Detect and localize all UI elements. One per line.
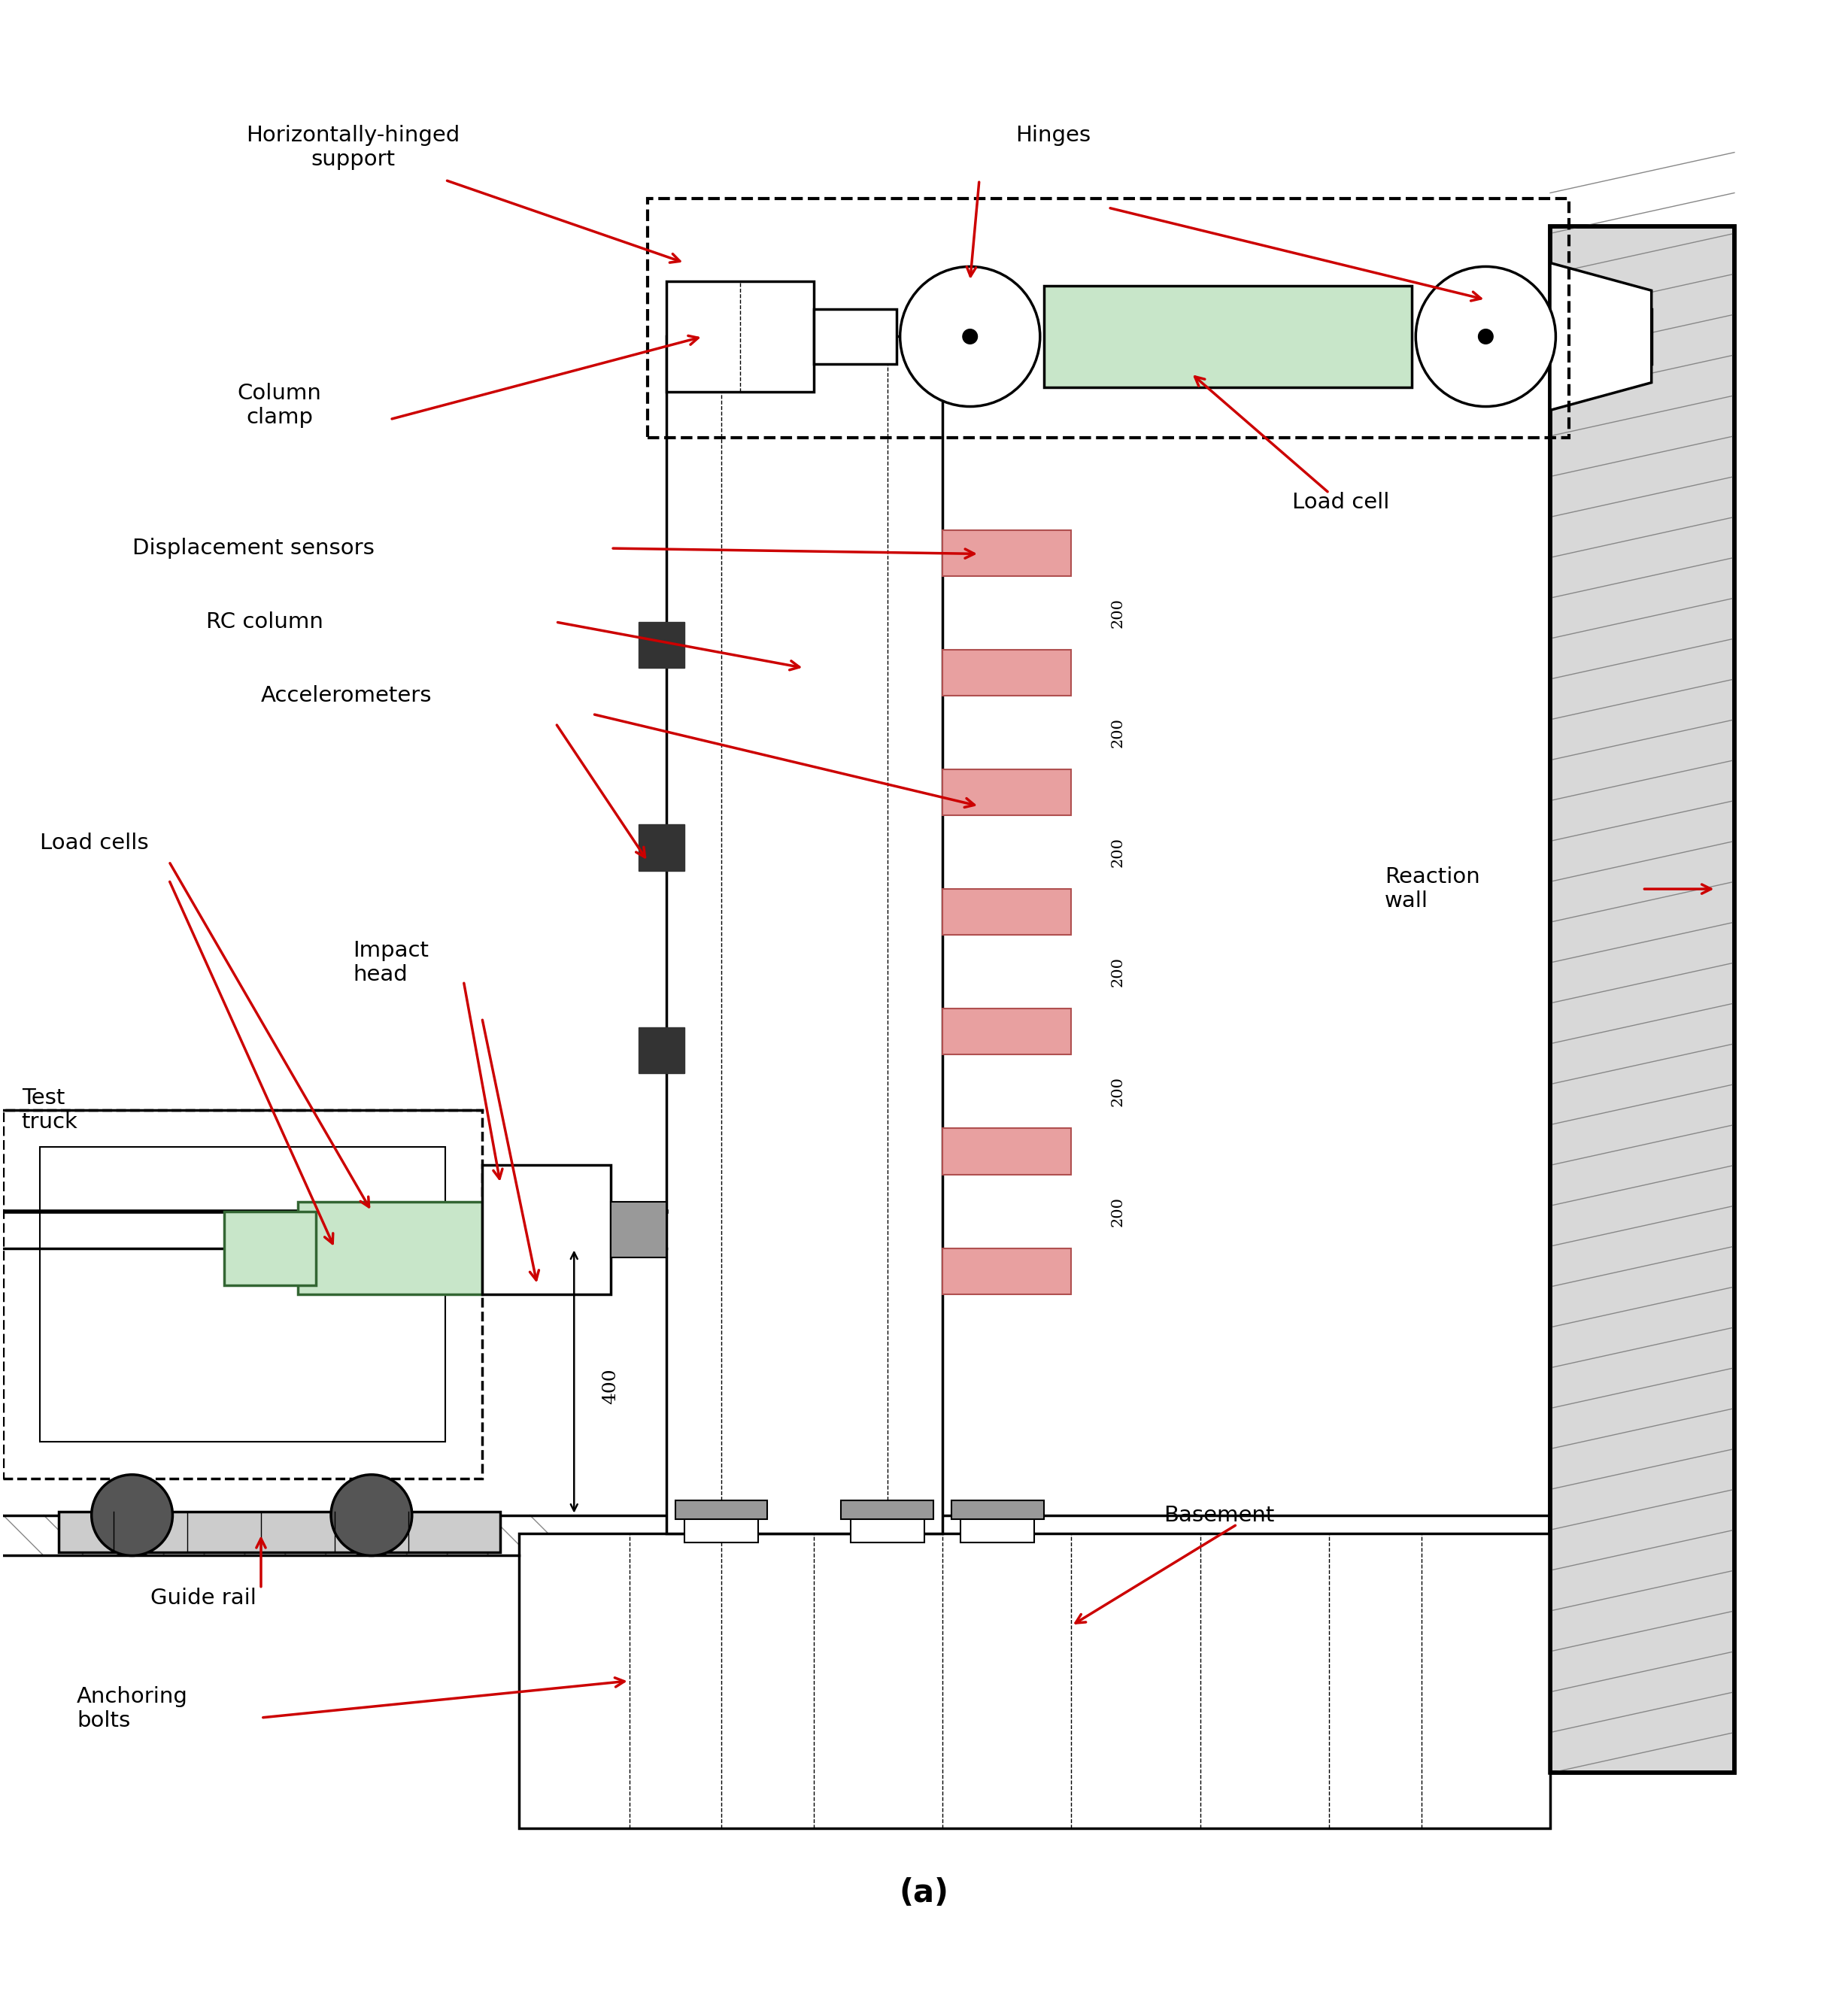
Text: 200: 200 (1111, 598, 1125, 628)
Text: Test
truck: Test truck (22, 1087, 78, 1133)
Bar (665, 336, 942, 1533)
Circle shape (948, 314, 992, 358)
Bar (1550, 226, 1735, 1773)
Bar (519, 1533, 1550, 1829)
Text: Load cells: Load cells (41, 832, 148, 854)
Text: RC column: RC column (205, 612, 323, 632)
Circle shape (1440, 290, 1532, 382)
Circle shape (92, 1475, 172, 1555)
Bar (1550, 226, 1735, 1773)
Circle shape (1416, 266, 1556, 406)
Bar (612, 1201, 665, 1257)
Text: 200: 200 (1111, 1077, 1125, 1107)
Bar (41, 1147, 445, 1441)
Bar (224, 1211, 316, 1285)
Text: Anchoring
bolts: Anchoring bolts (78, 1685, 188, 1731)
Bar (841, 1501, 933, 1519)
Bar (639, 824, 684, 872)
Bar (298, 1201, 482, 1293)
Bar (675, 1501, 767, 1519)
Bar (942, 530, 1072, 576)
Text: Column
clamp: Column clamp (237, 382, 322, 428)
Text: 200: 200 (1111, 958, 1125, 988)
Text: Impact
head: Impact head (353, 940, 429, 986)
Text: (a): (a) (900, 1877, 948, 1909)
Bar (942, 1009, 1072, 1055)
Circle shape (331, 1475, 412, 1555)
Bar (649, 198, 1569, 438)
Text: 200: 200 (1111, 1195, 1125, 1225)
Bar (639, 622, 684, 668)
Bar (684, 1505, 758, 1543)
Polygon shape (1550, 264, 1652, 410)
Bar (850, 1505, 924, 1543)
Circle shape (1478, 330, 1493, 344)
Bar (942, 1247, 1072, 1293)
Bar (639, 1027, 684, 1073)
Text: 200: 200 (1111, 718, 1125, 748)
Circle shape (900, 266, 1040, 406)
Circle shape (1464, 314, 1508, 358)
Circle shape (924, 290, 1016, 382)
Bar (59, 1511, 501, 1551)
Bar (813, 310, 896, 364)
Text: Reaction
wall: Reaction wall (1384, 866, 1480, 912)
Bar (1560, 310, 1652, 364)
Bar (942, 770, 1072, 816)
Bar (4, 1109, 482, 1479)
Bar (665, 282, 813, 392)
Text: Horizontally-hinged
support: Horizontally-hinged support (246, 124, 460, 170)
Text: Guide rail: Guide rail (150, 1587, 257, 1609)
Text: Hinges: Hinges (1015, 124, 1090, 146)
Circle shape (963, 330, 978, 344)
Bar (482, 1165, 612, 1293)
Bar (942, 650, 1072, 696)
Text: Load cell: Load cell (1292, 492, 1390, 514)
Bar (961, 1505, 1035, 1543)
Text: 200: 200 (1111, 838, 1125, 868)
Text: Basement: Basement (1164, 1505, 1275, 1525)
Bar (942, 890, 1072, 936)
Text: 400: 400 (602, 1369, 619, 1403)
Text: Accelerometers: Accelerometers (261, 686, 432, 706)
Bar (942, 1127, 1072, 1175)
Bar (952, 1501, 1044, 1519)
Text: Displacement sensors: Displacement sensors (131, 538, 373, 560)
Bar (1044, 286, 1412, 388)
